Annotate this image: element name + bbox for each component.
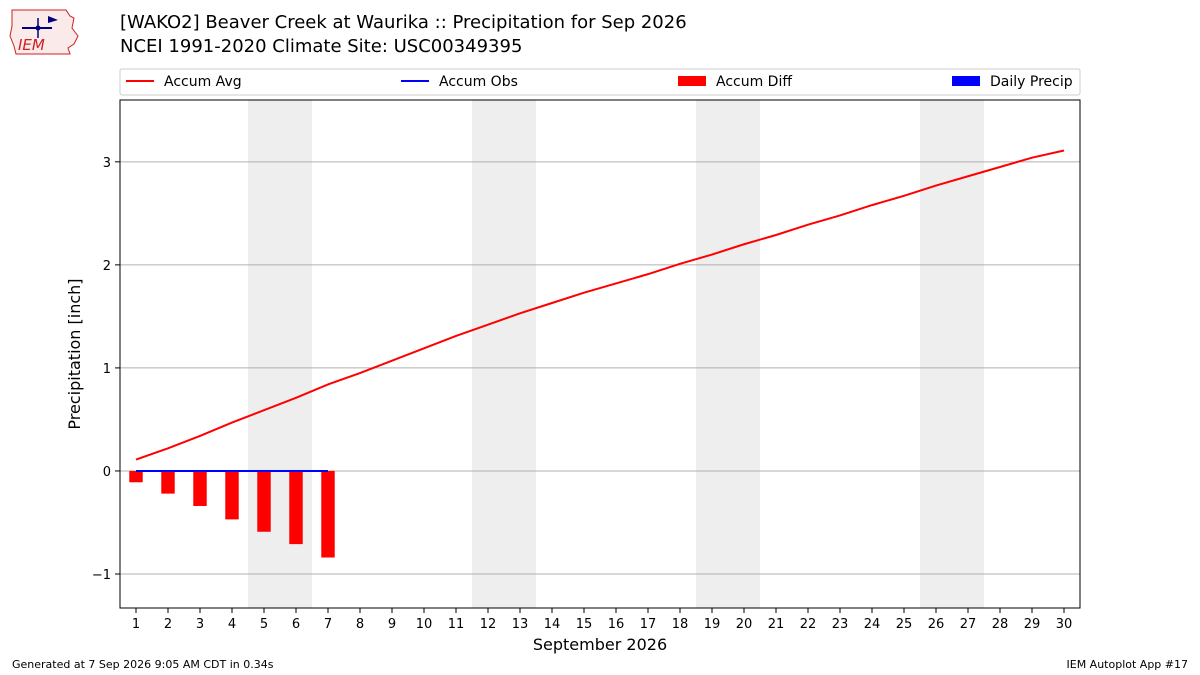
legend-label: Accum Avg [164,74,242,90]
accum-diff-bar [129,470,143,483]
weekend-band [472,100,536,608]
iem-logo: IEM [9,9,79,55]
generated-timestamp: Generated at 7 Sep 2026 9:05 AM CDT in 0… [12,658,274,671]
vane-flag [48,16,58,23]
y-tick-label: 0 [103,465,111,480]
x-tick-label: 20 [736,617,753,632]
chart-title: [WAKO2] Beaver Creek at Waurika :: Preci… [120,12,687,33]
x-tick-label: 28 [992,617,1009,632]
legend-swatch-bar [678,76,706,86]
y-tick-label: 2 [103,259,111,274]
logo-text: IEM [18,36,45,54]
x-tick-label: 8 [356,617,364,632]
x-tick-label: 2 [164,617,172,632]
x-tick-label: 27 [960,617,977,632]
x-tick-label: 26 [928,617,945,632]
x-tick-label: 21 [768,617,785,632]
legend-label: Accum Obs [439,74,518,90]
weekend-band [248,100,312,608]
x-tick-label: 30 [1056,617,1073,632]
x-tick-label: 14 [544,617,561,632]
legend-frame [119,68,1081,96]
weekend-band [696,100,760,608]
chart-subtitle: NCEI 1991-2020 Climate Site: USC00349395 [120,36,523,57]
x-tick-label: 11 [448,617,465,632]
x-tick-label: 23 [832,617,849,632]
legend: Accum Avg Accum Obs Accum Diff Daily Precip [119,68,1081,96]
x-tick-label: 16 [608,617,625,632]
x-tick-label: 1 [132,617,140,632]
x-tick-label: 10 [416,617,433,632]
plot-frame [119,99,1081,609]
grid-lines [120,161,1080,575]
y-axis-label: Precipitation [inch] [65,278,84,429]
x-tick-label: 6 [292,617,300,632]
vane-hub [35,25,41,31]
x-tick-label: 24 [864,617,881,632]
legend-swatch-bar [952,76,980,86]
legend-label: Daily Precip [990,74,1073,90]
accum-diff-bar [161,470,175,494]
accum-diff-bar [321,470,335,558]
accum-diff-bar [193,470,207,506]
x-tick-label: 17 [640,617,657,632]
weekend-shading [248,100,984,608]
series-lines [135,149,1065,472]
x-tick-label: 7 [324,617,332,632]
x-tick-label: 29 [1024,617,1041,632]
x-tick-label: 4 [228,617,236,632]
autoplot-app-label: IEM Autoplot App #17 [1066,658,1189,671]
x-tick-label: 25 [896,617,913,632]
accum-avg-line [135,149,1065,461]
x-tick-label: 18 [672,617,689,632]
x-tick-label: 3 [196,617,204,632]
x-axis-label: September 2026 [533,635,667,654]
x-tick-label: 12 [480,617,497,632]
accum-diff-bar [289,470,303,545]
accum-diff-bars [129,470,335,558]
weekend-band [920,100,984,608]
x-tick-label: 13 [512,617,529,632]
x-tick-label: 5 [260,617,268,632]
x-axis: 1 2 3 4 5 6 7 8 9 10 11 12 13 14 15 16 17 18 19 20 21 22 23 24 2… [132,608,1072,632]
iowa-outline-icon [9,9,79,55]
y-axis: −1 0 1 2 3 [92,156,120,583]
x-tick-label: 22 [800,617,817,632]
accum-diff-bar [257,470,271,532]
x-tick-label: 19 [704,617,721,632]
accum-diff-bar [225,470,239,520]
x-tick-label: 15 [576,617,593,632]
y-tick-label: 3 [103,156,111,171]
x-tick-label: 9 [388,617,396,632]
legend-label: Accum Diff [716,74,792,90]
y-tick-label: −1 [92,568,111,583]
y-tick-label: 1 [103,362,111,377]
